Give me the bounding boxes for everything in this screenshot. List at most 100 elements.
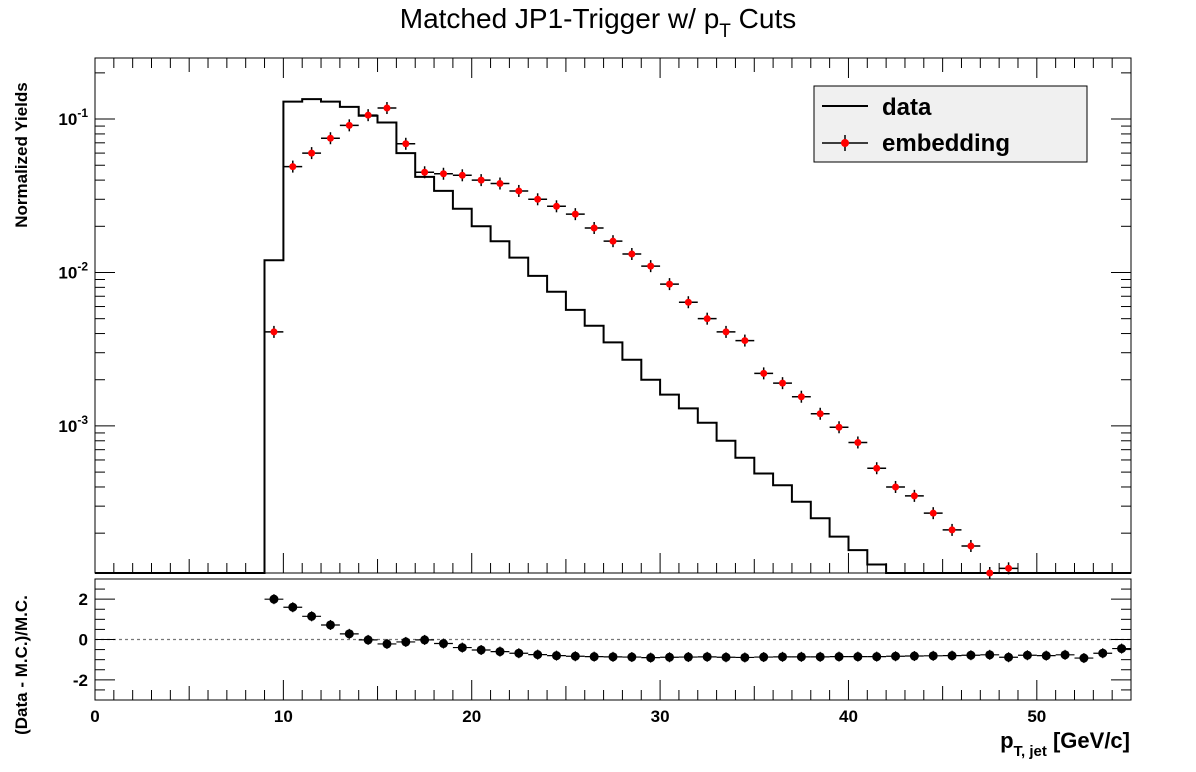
legend-embedding-marker-icon — [841, 139, 849, 147]
ratio-point — [490, 646, 510, 657]
embedding-point — [283, 160, 303, 173]
ratio-point — [754, 652, 774, 663]
ratio-point — [660, 652, 679, 663]
embedding-point — [980, 567, 1000, 579]
x-tick-label: 50 — [1027, 707, 1046, 726]
ratio-point — [716, 652, 736, 663]
ratio-point — [452, 642, 472, 653]
embedding-point — [358, 109, 378, 122]
ratio-point — [358, 634, 378, 645]
lower-y-axis-label: (Data - M.C.)/M.C. — [12, 595, 31, 735]
embedding-point — [547, 200, 566, 213]
upper-data-series — [95, 98, 1131, 579]
legend-label-data: data — [882, 94, 932, 121]
ratio-point — [829, 651, 849, 662]
embedding-point — [678, 296, 698, 309]
ratio-point — [980, 649, 1000, 660]
ratio-point — [1017, 650, 1037, 661]
legend: data embedding — [813, 85, 1088, 163]
upper-y-tick-label: 10-2 — [58, 259, 88, 282]
ratio-point — [1036, 650, 1056, 661]
x-tick-label: 0 — [90, 707, 99, 726]
lower-y-tick-label: -2 — [73, 671, 88, 690]
ratio-point — [622, 652, 642, 663]
upper-y-tick-label: 10-3 — [58, 413, 88, 436]
embedding-point — [396, 137, 416, 150]
x-tick-label: 30 — [651, 707, 670, 726]
x-axis-label: pT, jet [GeV/c] — [1000, 728, 1130, 760]
ratio-point — [1093, 648, 1113, 659]
embedding-point — [791, 390, 811, 403]
ratio-point — [867, 651, 887, 662]
upper-axis-ticks: 10-1 10-2 10-3 — [58, 58, 1132, 573]
embedding-point — [584, 221, 604, 234]
ratio-point — [283, 602, 303, 613]
data-histogram-line — [95, 98, 1131, 574]
ratio-point — [603, 651, 623, 662]
embedding-point — [886, 480, 905, 493]
embedding-point — [321, 132, 340, 145]
ratio-point — [810, 651, 830, 662]
embedding-point — [716, 325, 736, 338]
upper-y-axis-label: Normalized Yields — [12, 82, 31, 228]
lower-axis-ticks: 20-20 10 20 30 40 50 — [73, 578, 1132, 726]
embedding-point — [999, 562, 1018, 575]
ratio-point — [735, 652, 755, 663]
ratio-point — [848, 651, 868, 662]
ratio-point — [339, 628, 359, 639]
ratio-point — [547, 650, 566, 661]
ratio-point — [509, 648, 529, 659]
ratio-data-series — [264, 594, 1131, 664]
ratio-point — [434, 638, 453, 649]
lower-y-tick-label: 2 — [79, 590, 88, 609]
ratio-point — [886, 651, 905, 662]
embedding-point — [434, 167, 453, 180]
embedding-point — [773, 377, 792, 390]
embedding-point — [697, 312, 717, 325]
ratio-point — [396, 636, 416, 647]
embedding-point — [339, 119, 359, 132]
x-tick-label: 20 — [462, 707, 481, 726]
upper-y-tick-label: 10-1 — [58, 106, 88, 129]
ratio-point — [1112, 643, 1131, 654]
ratio-point — [415, 634, 435, 645]
embedding-point — [471, 174, 491, 187]
lower-y-tick-label: 0 — [79, 631, 88, 650]
embedding-point — [377, 102, 397, 115]
x-tick-label: 40 — [839, 707, 858, 726]
embedding-point — [509, 184, 529, 197]
x-tick-label: 10 — [274, 707, 293, 726]
embedding-point — [904, 489, 924, 502]
embedding-point — [660, 278, 679, 291]
upper-plot-pad: 10-1 10-2 10-3 Normalized Yields — [12, 57, 1132, 579]
embedding-point — [810, 407, 830, 420]
embedding-point — [603, 235, 623, 248]
embedding-point — [415, 166, 435, 179]
lower-plot-pad: 20-20 10 20 30 40 50 (Data - M.C.)/M.C. pT, j… — [12, 578, 1132, 760]
embedding-point — [735, 334, 755, 347]
ratio-point — [1074, 653, 1094, 664]
embedding-point — [848, 436, 868, 449]
ratio-point — [961, 650, 981, 661]
ratio-point — [678, 652, 698, 663]
embedding-point — [490, 177, 510, 190]
ratio-point — [999, 652, 1018, 663]
embedding-point — [942, 523, 962, 536]
embedding-point — [452, 169, 472, 182]
ratio-point — [904, 651, 924, 662]
upper-plot-frame — [94, 57, 1132, 574]
embedding-point — [754, 367, 774, 380]
ratio-point — [377, 638, 397, 649]
legend-box — [813, 85, 1088, 163]
embedding-point — [264, 325, 284, 338]
ratio-point — [942, 650, 962, 661]
embedding-point — [565, 208, 585, 221]
embedding-point — [961, 539, 981, 552]
ratio-point — [641, 652, 661, 663]
ratio-point — [565, 651, 585, 662]
embedding-point — [528, 193, 548, 206]
ratio-point — [791, 651, 811, 662]
embedding-point — [641, 260, 661, 273]
ratio-point — [697, 651, 717, 662]
